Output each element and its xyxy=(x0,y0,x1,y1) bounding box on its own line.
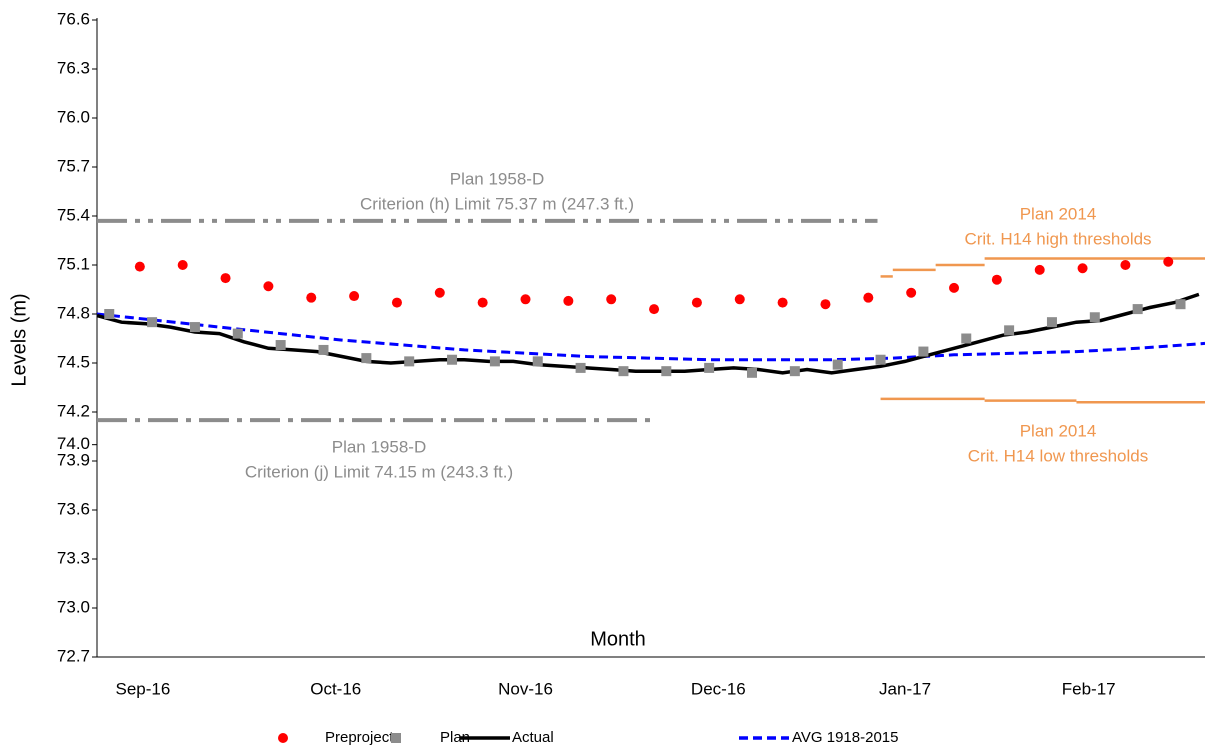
marker xyxy=(1004,325,1015,336)
legend-symbol xyxy=(278,733,288,743)
marker xyxy=(447,354,458,365)
marker xyxy=(1163,256,1174,267)
marker xyxy=(563,295,574,306)
marker xyxy=(906,287,917,298)
marker xyxy=(691,297,702,308)
y-tick-label: 73.9 xyxy=(57,450,90,469)
annotation: Criterion (h) Limit 75.37 m (247.3 ft.) xyxy=(360,194,634,213)
x-tick-label: Nov-16 xyxy=(498,679,553,698)
y-axis-label: Levels (m) xyxy=(8,293,30,386)
marker xyxy=(189,322,200,333)
legend-label: Preproject xyxy=(325,729,394,746)
marker xyxy=(1175,299,1186,310)
x-tick-label: Jan-17 xyxy=(879,679,931,698)
x-tick-label: Dec-16 xyxy=(691,679,746,698)
y-tick-label: 74.2 xyxy=(57,401,90,420)
marker xyxy=(404,356,415,367)
y-tick-label: 75.4 xyxy=(57,205,90,224)
legend-label: Plan xyxy=(440,729,470,746)
marker xyxy=(477,297,488,308)
marker xyxy=(318,344,329,355)
marker xyxy=(606,294,617,305)
marker xyxy=(434,287,445,298)
marker xyxy=(104,309,115,319)
marker xyxy=(704,362,715,373)
marker xyxy=(949,282,960,293)
y-tick-label: 73.6 xyxy=(57,499,90,518)
marker xyxy=(134,261,145,272)
marker xyxy=(747,367,758,378)
x-tick-label: Sep-16 xyxy=(115,679,170,698)
y-tick-label: 75.1 xyxy=(57,254,90,273)
marker xyxy=(832,359,843,370)
marker xyxy=(361,353,372,364)
annotation: Criterion (j) Limit 74.15 m (243.3 ft.) xyxy=(245,462,513,481)
y-tick-label: 76.6 xyxy=(57,9,90,28)
marker xyxy=(220,273,231,284)
y-tick-label: 72.7 xyxy=(57,646,90,665)
marker xyxy=(177,260,188,270)
annotation: Crit. H14 high thresholds xyxy=(964,229,1151,248)
legend-symbol xyxy=(391,733,401,743)
marker xyxy=(1034,264,1045,275)
marker xyxy=(820,299,831,310)
series-line xyxy=(96,312,1205,362)
marker xyxy=(1120,260,1131,270)
y-tick-label: 74.5 xyxy=(57,352,90,371)
x-tick-label: Oct-16 xyxy=(310,679,361,698)
marker xyxy=(275,340,286,351)
marker xyxy=(1132,304,1143,315)
marker xyxy=(391,297,402,308)
annotation: Plan 1958-D xyxy=(332,437,427,456)
marker xyxy=(306,292,317,303)
marker xyxy=(232,328,243,339)
marker xyxy=(875,354,886,365)
y-tick-label: 74.8 xyxy=(57,303,90,322)
marker xyxy=(918,346,929,357)
marker xyxy=(489,356,500,367)
marker xyxy=(1089,312,1100,323)
marker xyxy=(777,297,788,308)
x-tick-label: Feb-17 xyxy=(1062,679,1116,698)
legend-label: Actual xyxy=(512,729,554,746)
y-tick-label: 75.7 xyxy=(57,156,90,175)
marker xyxy=(991,274,1002,285)
marker xyxy=(532,356,543,367)
marker xyxy=(1077,263,1088,274)
marker xyxy=(649,304,660,315)
x-axis-label: Month xyxy=(590,628,646,650)
marker xyxy=(263,281,274,292)
marker xyxy=(734,294,745,305)
marker xyxy=(789,366,800,377)
annotation: Crit. H14 low thresholds xyxy=(968,446,1148,465)
legend-label: AVG 1918-2015 xyxy=(792,729,898,746)
marker xyxy=(147,317,158,328)
series-line xyxy=(96,292,1200,375)
marker xyxy=(863,292,874,303)
y-tick-label: 73.0 xyxy=(57,597,90,616)
annotation: Plan 2014 xyxy=(1020,421,1097,440)
annotation: Plan 2014 xyxy=(1020,204,1097,223)
marker xyxy=(349,291,360,302)
marker xyxy=(661,366,672,377)
annotation: Plan 1958-D xyxy=(450,169,545,188)
marker xyxy=(618,366,629,377)
y-tick-label: 74.0 xyxy=(57,434,90,453)
y-tick-label: 73.3 xyxy=(57,548,90,567)
y-tick-label: 76.3 xyxy=(57,58,90,77)
y-tick-label: 76.0 xyxy=(57,107,90,126)
marker xyxy=(520,294,531,305)
marker xyxy=(961,333,972,344)
marker xyxy=(575,362,586,373)
marker xyxy=(1046,317,1057,328)
